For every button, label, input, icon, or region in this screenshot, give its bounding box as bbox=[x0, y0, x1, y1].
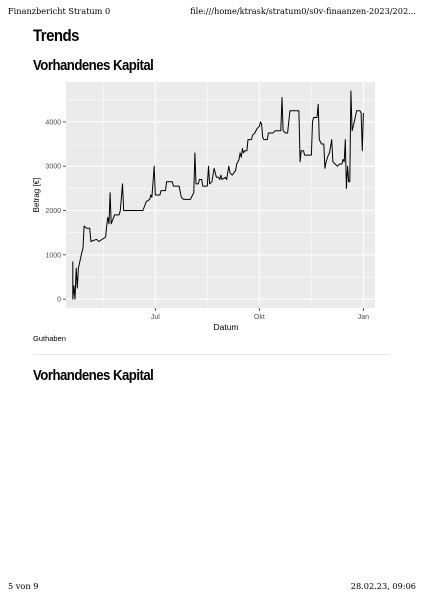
print-datetime: 28.02.23, 09:06 bbox=[350, 581, 416, 591]
x-axis: Jul Okt Jan bbox=[151, 308, 369, 321]
x-axis-label: Datum bbox=[213, 322, 238, 332]
y-tick-label: 1000 bbox=[45, 252, 61, 259]
section-title-2: Vorhandenes Kapital bbox=[33, 367, 154, 384]
page-counter: 5 von 9 bbox=[8, 581, 39, 591]
y-axis-label: Betrag [€] bbox=[32, 178, 41, 213]
browser-page-url: file:///home/ktrask/stratum0/s0v-finaanz… bbox=[190, 6, 416, 16]
x-tick-label: Okt bbox=[254, 314, 265, 321]
series-line bbox=[72, 90, 364, 300]
y-axis: 0 1000 2000 3000 4000 bbox=[45, 119, 66, 304]
y-tick-label: 3000 bbox=[45, 164, 61, 171]
x-tick-label: Jul bbox=[151, 314, 160, 321]
capital-line-chart: 0 1000 2000 3000 4000 Jul Okt Jan Datum Betrag… bbox=[32, 82, 375, 332]
y-tick-label: 4000 bbox=[45, 119, 61, 126]
grid-minor bbox=[66, 82, 375, 308]
page-heading: Trends bbox=[33, 26, 79, 45]
section-divider bbox=[33, 354, 390, 355]
y-tick-label: 2000 bbox=[45, 208, 61, 215]
y-tick-label: 0 bbox=[57, 297, 61, 304]
browser-page-title: Finanzbericht Stratum 0 bbox=[8, 6, 111, 16]
x-tick-label: Jan bbox=[358, 314, 369, 321]
plot-panel bbox=[66, 82, 375, 308]
section-title: Vorhandenes Kapital bbox=[33, 57, 154, 74]
chart-caption: Guthaben bbox=[33, 334, 66, 343]
